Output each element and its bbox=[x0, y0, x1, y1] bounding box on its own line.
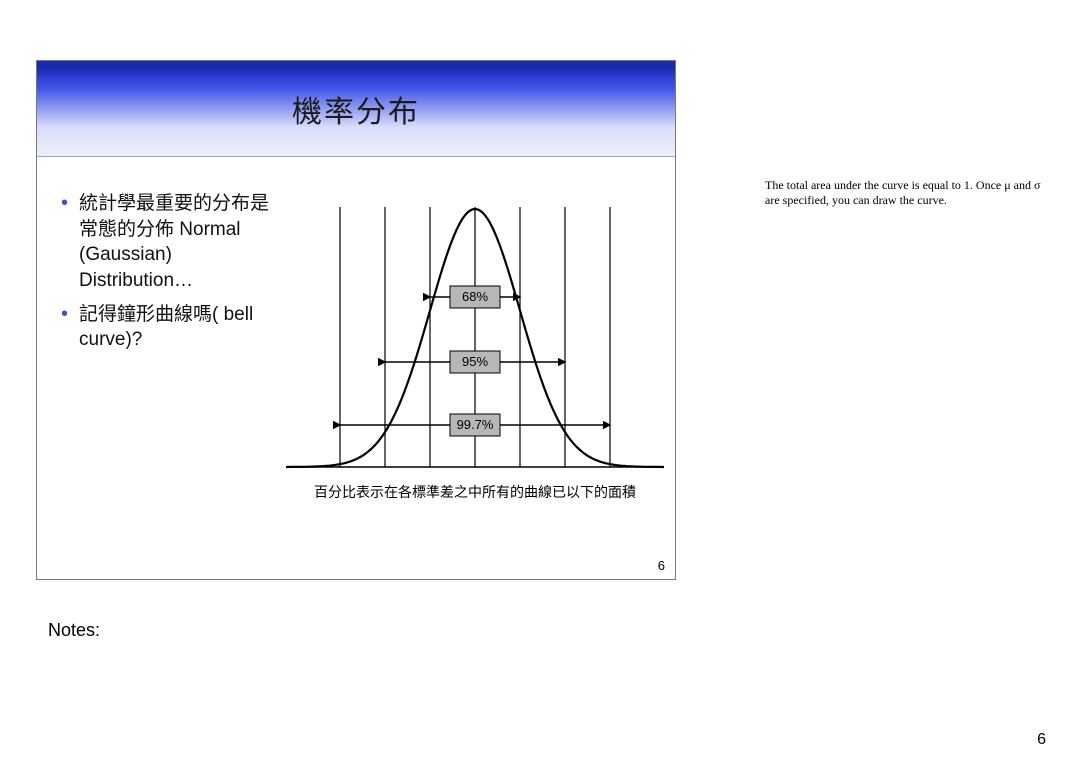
slide-body: 統計學最重要的分布是常態的分佈 Normal (Gaussian) Distri… bbox=[37, 157, 675, 579]
side-note: The total area under the curve is equal … bbox=[765, 178, 1045, 208]
notes-label: Notes: bbox=[48, 620, 100, 641]
slide-page-number: 6 bbox=[658, 558, 665, 573]
svg-text:68%: 68% bbox=[462, 289, 488, 304]
bullet-text: 統計學最重要的分布是常態的分佈 Normal (Gaussian) Distri… bbox=[79, 193, 269, 291]
slide-title: 機率分布 bbox=[292, 87, 420, 131]
page-number: 6 bbox=[1037, 731, 1046, 749]
svg-text:99.7%: 99.7% bbox=[457, 417, 494, 432]
page: 機率分布 統計學最重要的分布是常態的分佈 Normal (Gaussian) D… bbox=[0, 0, 1080, 763]
bullet-list: 統計學最重要的分布是常態的分佈 Normal (Gaussian) Distri… bbox=[61, 191, 281, 361]
slide-thumbnail: 機率分布 統計學最重要的分布是常態的分佈 Normal (Gaussian) D… bbox=[36, 60, 676, 580]
bullet-text: 記得鐘形曲線嗎( bell curve)? bbox=[79, 304, 253, 351]
slide-title-band: 機率分布 bbox=[37, 61, 675, 157]
bullet-item: 記得鐘形曲線嗎( bell curve)? bbox=[61, 302, 281, 353]
bullet-item: 統計學最重要的分布是常態的分佈 Normal (Gaussian) Distri… bbox=[61, 191, 281, 294]
svg-text:百分比表示在各標準差之中所有的曲線已以下的面積: 百分比表示在各標準差之中所有的曲線已以下的面積 bbox=[314, 485, 636, 501]
bell-curve-diagram: 68% 95% 99.7% 百分比表示在各標準差之中所有的曲線已以下的面積 bbox=[285, 167, 665, 567]
svg-text:95%: 95% bbox=[462, 354, 488, 369]
